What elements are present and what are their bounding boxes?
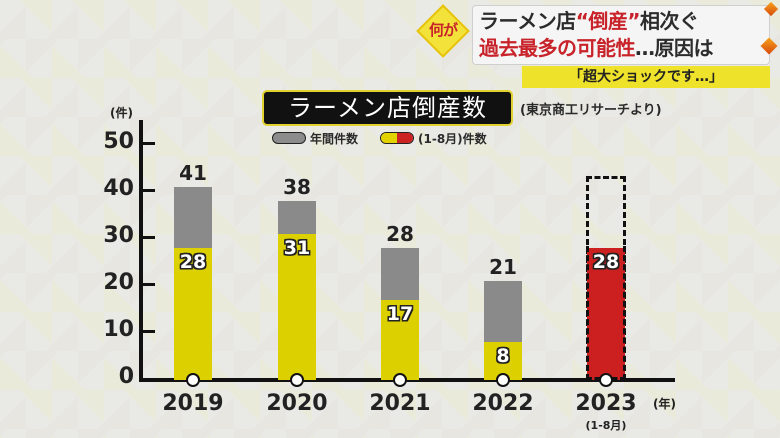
bar-total-label: 28 xyxy=(386,222,414,246)
headline-text: …原因は xyxy=(635,36,714,60)
x-marker-dot xyxy=(290,373,304,387)
y-tick-label: 20 xyxy=(103,270,134,295)
y-tick xyxy=(143,236,155,239)
chart-legend: 年間件数 (1-8月)件数 xyxy=(272,129,487,147)
bar-partial-label: 31 xyxy=(283,237,311,259)
chart-source: (東京商工リサーチより) xyxy=(520,103,662,118)
legend-item-partial: (1-8月)件数 xyxy=(380,130,487,147)
bar-total-label: 41 xyxy=(179,161,207,185)
headline-box: ラーメン店“倒産”相次ぐ 過去最多の可能性…原因は xyxy=(472,5,770,65)
x-sublabel: (1-8月) xyxy=(585,419,627,432)
headline-line-1: ラーメン店“倒産”相次ぐ xyxy=(479,8,763,35)
x-label: 2019 xyxy=(162,391,224,416)
bar-partial-label: 28 xyxy=(179,251,207,273)
gray-pill-icon xyxy=(272,132,306,144)
x-axis-unit: (年) xyxy=(653,397,676,411)
y-tick-label: 0 xyxy=(118,364,134,389)
bar-partial-label: 17 xyxy=(386,303,414,325)
y-axis-unit: (件) xyxy=(110,106,133,120)
bar-2020-partial xyxy=(278,234,316,380)
y-tick-label: 50 xyxy=(103,129,134,154)
headline-badge: 何が xyxy=(416,4,470,58)
y-tick-label: 10 xyxy=(103,317,134,342)
x-label: 2022 xyxy=(472,391,534,416)
headline-emphasis: 過去最多の可能性 xyxy=(479,36,636,60)
headline-line-2: 過去最多の可能性…原因は xyxy=(479,35,763,62)
y-tick xyxy=(143,283,155,286)
bar-partial-label: 28 xyxy=(592,251,620,273)
bar-2023-partial xyxy=(587,248,625,380)
headline-emphasis: “倒産” xyxy=(575,9,641,33)
bar-total-label: 21 xyxy=(489,255,517,279)
bar-2021-partial xyxy=(381,300,419,380)
yellow-red-pill-icon xyxy=(380,132,415,144)
bar-total-label: 38 xyxy=(283,175,311,199)
x-marker-dot xyxy=(496,373,510,387)
legend-label: 年間件数 xyxy=(310,131,359,146)
x-marker-dot xyxy=(393,373,407,387)
x-marker-dot xyxy=(186,373,200,387)
chart-title: ラーメン店倒産数 xyxy=(262,90,513,126)
headline-text: ラーメン店 xyxy=(479,9,576,33)
legend-label: (1-8月)件数 xyxy=(418,131,487,146)
badge-text: 何が xyxy=(428,21,458,39)
x-marker-dot xyxy=(599,373,613,387)
y-tick-label: 30 xyxy=(103,223,134,248)
x-label: 2021 xyxy=(369,391,431,416)
x-label: 2020 xyxy=(266,391,328,416)
y-tick xyxy=(143,142,155,145)
x-axis xyxy=(139,378,675,382)
subheadline: 「超大ショックです…」 xyxy=(522,66,770,88)
legend-item-annual: 年間件数 xyxy=(272,130,358,147)
y-axis xyxy=(139,120,143,382)
bar-partial-label: 8 xyxy=(496,345,510,367)
y-tick xyxy=(143,330,155,333)
y-tick xyxy=(143,189,155,192)
headline-text: 相次ぐ xyxy=(640,9,699,33)
bar-2019-partial xyxy=(174,248,212,380)
y-tick-label: 40 xyxy=(103,176,134,201)
x-label: 2023 xyxy=(575,391,637,416)
